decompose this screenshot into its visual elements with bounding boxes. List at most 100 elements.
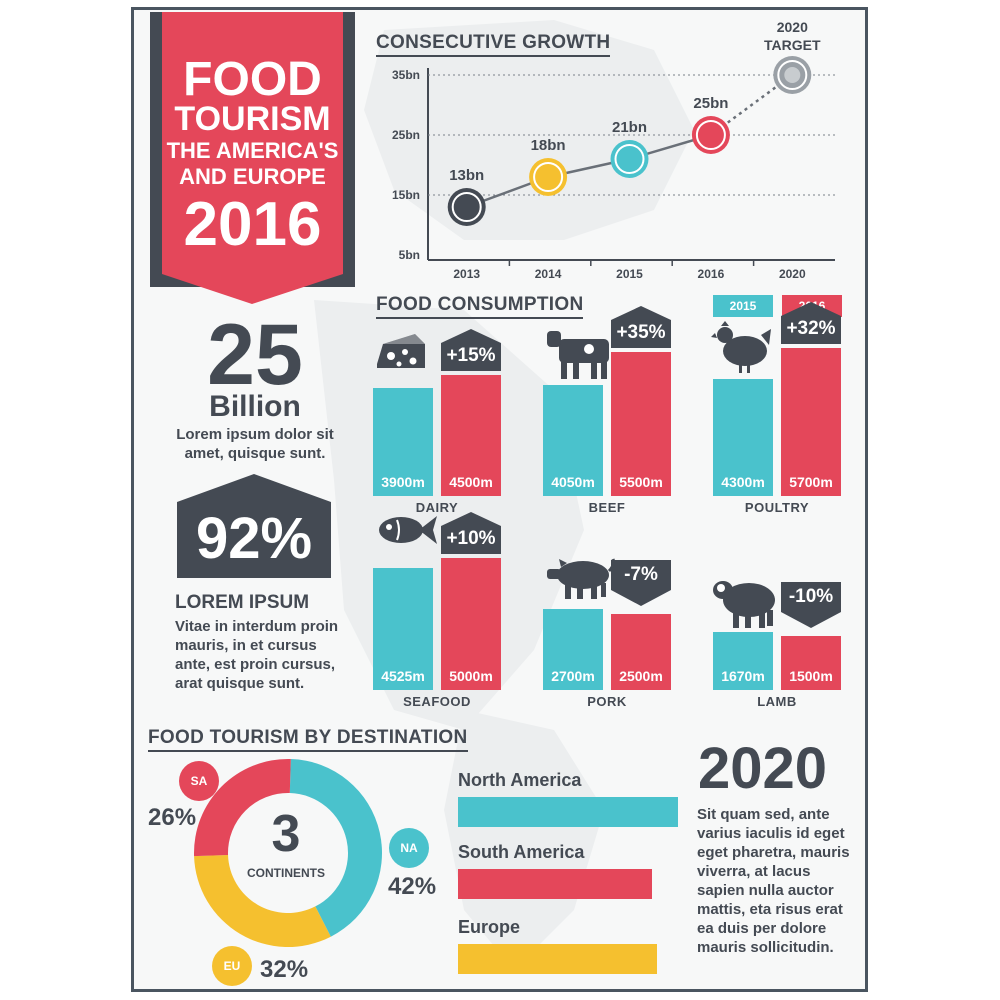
destination-bar	[458, 869, 652, 899]
bar-2016-pork	[611, 614, 671, 690]
bar-label-2016: 5500m	[619, 474, 663, 490]
bar-label-2015: 3900m	[381, 474, 425, 490]
bar-2016-beef	[611, 352, 671, 496]
change-badge	[441, 512, 501, 554]
growth-y-tick: 35bn	[392, 68, 420, 82]
stat-description: Lorem ipsum dolor sit amet, quisque sunt…	[176, 426, 334, 462]
bar-label-2015: 4525m	[381, 668, 425, 684]
bar-label-2016: 4500m	[449, 474, 493, 490]
growth-target-label-line1: 2020	[777, 19, 808, 35]
consumption-title: FOOD CONSUMPTION	[376, 294, 584, 319]
change-badge	[781, 302, 841, 344]
legend-2015: 2015	[713, 295, 773, 317]
bar-2015-dairy	[373, 388, 433, 496]
sa-badge: SA	[179, 761, 219, 801]
header-ribbon	[150, 12, 355, 304]
change-badge	[781, 582, 841, 628]
growth-target-core	[784, 67, 801, 83]
growth-x-tick: 2014	[535, 267, 562, 281]
destination-label: South America	[458, 842, 585, 862]
eu-badge: EU	[212, 946, 252, 986]
sa-percent: 26%	[148, 804, 197, 831]
change-badge-shape	[611, 560, 671, 606]
growth-point	[533, 162, 564, 192]
stat-unit: Billion	[209, 390, 301, 423]
cheese-icon	[377, 334, 425, 368]
growth-x-tick: 2013	[453, 267, 480, 281]
destination-bar	[458, 797, 678, 827]
destination-label: North America	[458, 770, 582, 790]
change-badge-shape	[441, 512, 501, 554]
growth-value-label: 25bn	[693, 95, 728, 112]
donut-slice-na	[289, 759, 382, 937]
header-line3: THE AMERICA'S	[166, 138, 339, 163]
header-year: 2016	[183, 190, 322, 259]
change-badge	[611, 560, 671, 606]
growth-x-tick: 2020	[779, 267, 806, 281]
category-label: DAIRY	[415, 500, 459, 515]
growth-value-label: 18bn	[531, 137, 566, 154]
growth-y-tick: 5bn	[399, 248, 420, 262]
bar-label-2015: 2700m	[551, 668, 595, 684]
growth-value-label: 21bn	[612, 119, 647, 136]
bar-2016-dairy	[441, 375, 501, 496]
growth-chart: 35bn 25bn 15bn 5bn 2013 2014 2015 2016 2020 13bn 1…	[392, 19, 835, 281]
cow-icon	[547, 331, 609, 379]
header-line2: TOURISM	[174, 100, 331, 138]
pig-icon	[547, 558, 615, 599]
year-2020: 2020	[698, 736, 828, 801]
category-label: LAMB	[757, 694, 797, 709]
bar-label-2015: 4050m	[551, 474, 595, 490]
bar-label-2015: 4300m	[721, 474, 765, 490]
bar-2015-lamb	[713, 632, 773, 690]
growth-value-label: 13bn	[449, 167, 484, 184]
category-label: BEEF	[588, 500, 626, 515]
na-badge: NA	[389, 828, 429, 868]
change-value: -10%	[788, 586, 834, 607]
growth-title: CONSECUTIVE GROWTH	[376, 32, 611, 57]
growth-x-tick: 2016	[698, 267, 725, 281]
header-line4: AND EUROPE	[179, 164, 326, 189]
growth-point	[451, 192, 482, 222]
house-badge	[177, 474, 331, 578]
bar-label-2016: 2500m	[619, 668, 663, 684]
bar-2016-lamb	[781, 636, 841, 690]
bar-label-2015: 1670m	[721, 668, 765, 684]
bar-label-2016: 1500m	[789, 668, 833, 684]
bar-2016-seafood	[441, 558, 501, 690]
chicken-icon	[711, 321, 771, 373]
bar-2016-poultry	[781, 348, 841, 496]
change-badge	[611, 306, 671, 348]
change-badge-shape	[441, 329, 501, 371]
bar-2015-pork	[543, 609, 603, 690]
change-badge-shape	[781, 302, 841, 344]
growth-point	[614, 144, 645, 174]
change-badge	[441, 329, 501, 371]
growth-point	[695, 120, 726, 150]
donut-slice-sa	[194, 759, 291, 857]
change-value: +35%	[616, 322, 666, 343]
growth-y-tick: 25bn	[392, 128, 420, 142]
header-line1: FOOD	[183, 53, 322, 106]
change-badge-shape	[781, 582, 841, 628]
outlook-description: Sit quam sed, ante varius iaculis id ege…	[697, 806, 850, 956]
bar-2015-seafood	[373, 568, 433, 690]
growth-x-tick: 2015	[616, 267, 643, 281]
na-percent: 42%	[388, 873, 437, 900]
category-label: SEAFOOD	[403, 694, 471, 709]
bar-2015-beef	[543, 385, 603, 496]
bar-label-2016: 5700m	[789, 474, 833, 490]
destination-bar	[458, 944, 657, 974]
change-value: -7%	[624, 564, 658, 585]
change-badge-shape	[611, 306, 671, 348]
category-label: POULTRY	[744, 500, 810, 515]
stat-value: 25	[207, 307, 303, 403]
bar-label-2016: 5000m	[449, 668, 493, 684]
sheep-icon	[713, 581, 775, 628]
fish-icon	[379, 516, 437, 544]
stat2-heading: LOREM IPSUM	[175, 592, 310, 613]
donut-slice-eu	[194, 854, 331, 947]
stat2-value: 92%	[195, 506, 313, 571]
stat2-description: Vitae in interdum proin mauris, in et cu…	[175, 618, 339, 692]
growth-y-tick: 15bn	[392, 188, 420, 202]
